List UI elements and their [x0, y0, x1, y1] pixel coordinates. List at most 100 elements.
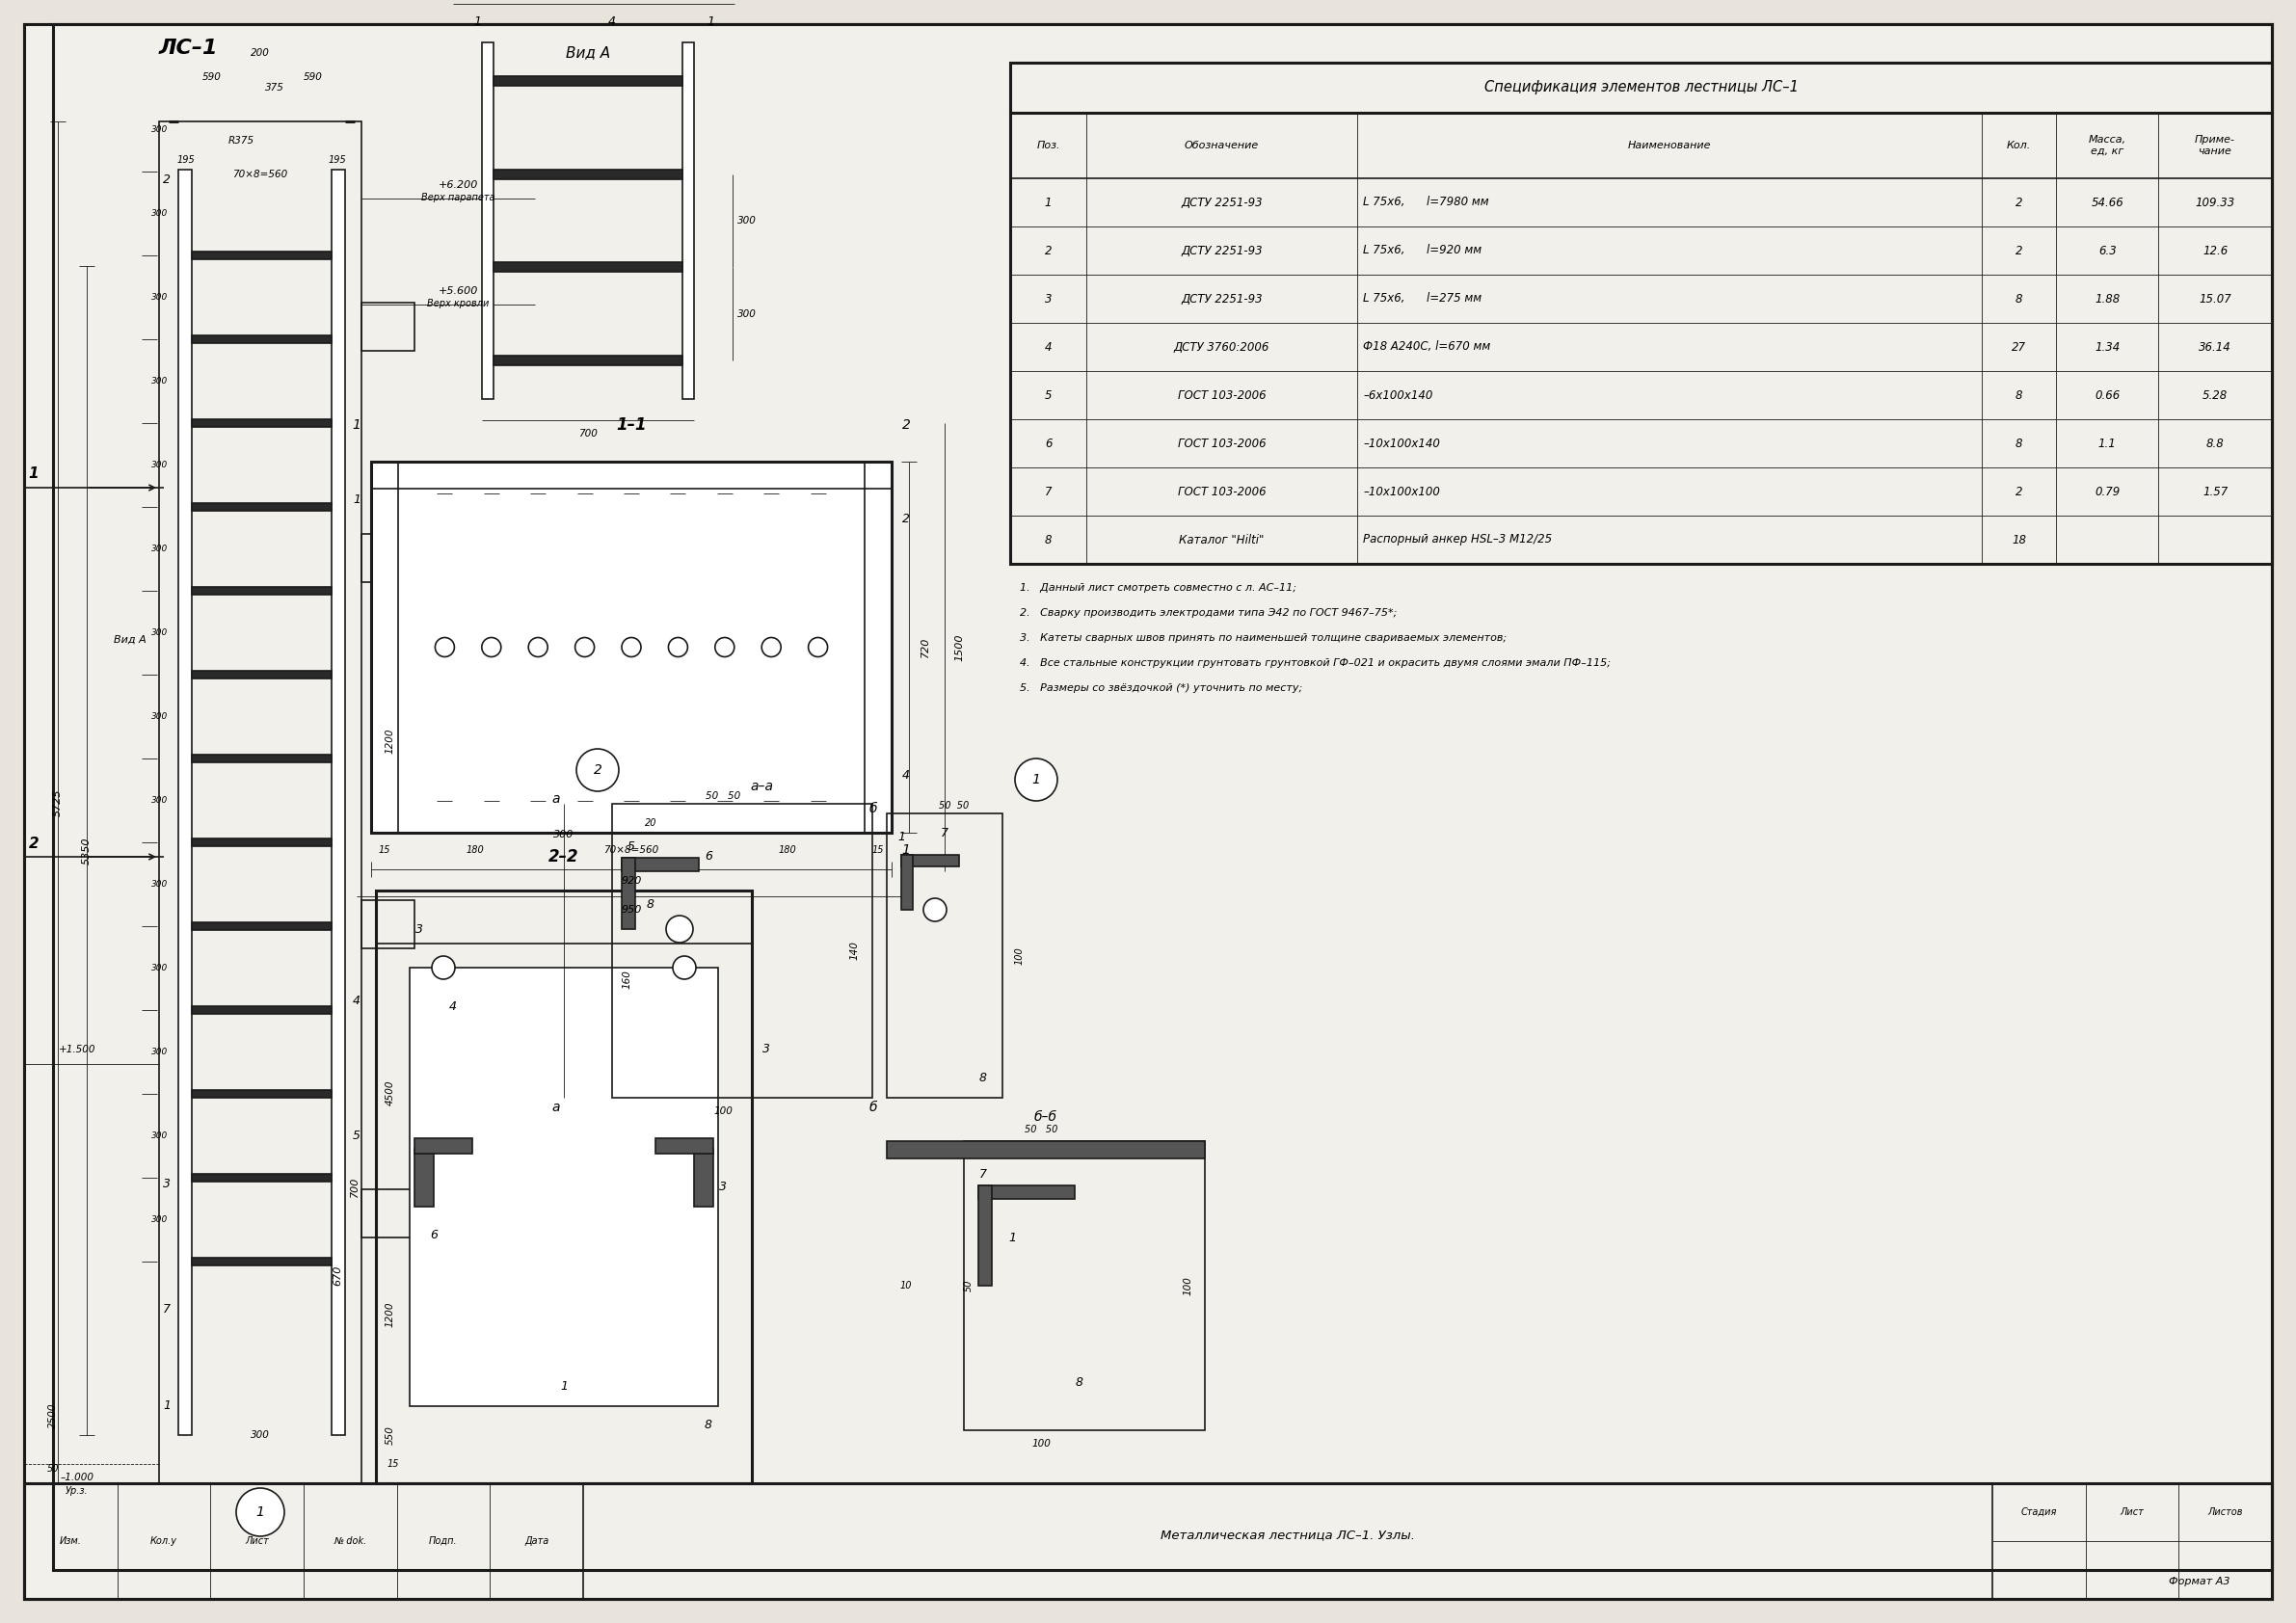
Bar	[372, 461, 891, 833]
Text: 5: 5	[354, 1130, 360, 1143]
Text: а: а	[551, 1100, 560, 1113]
Text: 8: 8	[2016, 437, 2023, 450]
Text: 300: 300	[152, 964, 168, 972]
Text: 1: 1	[163, 1401, 170, 1412]
Text: 70×8=560: 70×8=560	[232, 170, 287, 179]
Circle shape	[436, 638, 455, 657]
Bar	[377, 891, 751, 1483]
Text: 3: 3	[762, 1044, 769, 1057]
Text: Приме-
чание: Приме- чание	[2195, 135, 2236, 156]
Text: 8: 8	[980, 1073, 987, 1084]
Text: 2: 2	[1045, 245, 1052, 256]
Text: Верх кровли: Верх кровли	[427, 299, 489, 308]
Bar	[193, 336, 331, 342]
Text: б: б	[870, 802, 877, 815]
Text: 109.33: 109.33	[2195, 196, 2234, 209]
Bar	[622, 859, 698, 872]
Bar	[158, 122, 360, 1483]
Bar	[482, 42, 494, 399]
Bar	[377, 891, 751, 943]
Text: 300: 300	[152, 1216, 168, 1224]
Text: 300: 300	[152, 377, 168, 386]
Bar	[193, 252, 331, 260]
Text: 180: 180	[466, 846, 484, 855]
Text: 3.   Катеты сварных швов принять по наименьшей толщине свариваемых элементов;: 3. Катеты сварных швов принять по наимен…	[1019, 633, 1506, 643]
Text: 2500: 2500	[48, 1402, 57, 1428]
Circle shape	[432, 956, 455, 979]
Text: 5.28: 5.28	[2202, 390, 2227, 401]
Text: б: б	[870, 1100, 877, 1113]
Bar	[622, 859, 636, 928]
Text: 4: 4	[354, 995, 360, 1008]
Bar	[360, 534, 416, 583]
Text: 15: 15	[379, 846, 390, 855]
Bar	[866, 461, 891, 833]
Text: 1: 1	[902, 844, 909, 857]
Text: Наименование: Наименование	[1628, 141, 1711, 151]
Bar	[886, 1141, 1205, 1159]
Text: 2–2: 2–2	[549, 849, 579, 865]
Text: Ф18 А240С, l=670 мм: Ф18 А240С, l=670 мм	[1364, 341, 1490, 354]
Text: 8: 8	[705, 1419, 712, 1431]
Text: 670: 670	[333, 1266, 342, 1285]
Circle shape	[808, 638, 827, 657]
Text: 3: 3	[416, 923, 422, 935]
Bar	[886, 813, 1003, 1097]
Bar	[494, 263, 682, 273]
Text: 15: 15	[388, 1459, 400, 1469]
Bar	[613, 803, 872, 1097]
Text: Вид А: Вид А	[115, 635, 147, 644]
Bar	[193, 503, 331, 511]
Text: 590: 590	[202, 73, 223, 81]
Text: 195: 195	[328, 156, 347, 166]
Text: 4: 4	[450, 1000, 457, 1013]
Text: 920: 920	[620, 876, 641, 886]
Text: 50   50: 50 50	[1024, 1125, 1058, 1134]
Text: 1500: 1500	[955, 633, 964, 661]
Bar	[902, 855, 960, 867]
Bar	[613, 803, 872, 1097]
Text: 4: 4	[608, 15, 615, 28]
Circle shape	[923, 898, 946, 922]
Text: 300: 300	[152, 294, 168, 302]
Text: 1: 1	[351, 419, 360, 432]
Text: 1.57: 1.57	[2202, 485, 2227, 498]
Text: 50: 50	[46, 1464, 60, 1474]
Bar	[409, 967, 719, 1406]
Text: 3: 3	[1045, 292, 1052, 305]
Text: +6.200: +6.200	[439, 180, 478, 190]
Text: –10х100х100: –10х100х100	[1364, 485, 1440, 498]
Text: Каталог "Hilti": Каталог "Hilti"	[1180, 534, 1265, 545]
Bar	[494, 169, 682, 179]
Text: 300: 300	[152, 1047, 168, 1057]
Circle shape	[762, 638, 781, 657]
Text: 2: 2	[163, 174, 170, 185]
Bar	[978, 1185, 992, 1285]
Text: 550: 550	[386, 1425, 395, 1444]
Bar	[693, 1149, 714, 1206]
Text: 100: 100	[1031, 1440, 1052, 1449]
Text: 7: 7	[980, 1169, 987, 1182]
Text: 300: 300	[152, 545, 168, 553]
Bar	[902, 855, 914, 911]
Text: 6: 6	[429, 1229, 439, 1242]
Text: 160: 160	[622, 971, 631, 990]
Text: 590: 590	[303, 73, 324, 81]
Text: 100: 100	[1015, 946, 1024, 964]
Text: Ур.з.: Ур.з.	[67, 1487, 90, 1496]
Text: 2: 2	[592, 763, 602, 777]
Text: 4: 4	[902, 769, 909, 781]
Text: ДСТУ 2251-93: ДСТУ 2251-93	[1180, 196, 1263, 209]
Text: 1200: 1200	[386, 729, 395, 755]
Text: а: а	[551, 792, 560, 805]
Bar	[331, 170, 344, 1435]
Text: 1.   Данный лист смотреть совместно с л. АС–11;: 1. Данный лист смотреть совместно с л. А…	[1019, 583, 1297, 592]
Text: 8: 8	[1045, 534, 1052, 545]
Text: Спецификация элементов лестницы ЛС–1: Спецификация элементов лестницы ЛС–1	[1483, 81, 1798, 94]
Bar	[886, 813, 1003, 1097]
Bar	[494, 76, 682, 86]
Text: 6: 6	[705, 850, 712, 863]
Text: 2: 2	[2016, 245, 2023, 256]
Text: 8: 8	[647, 899, 654, 911]
Text: –10х100х140: –10х100х140	[1364, 437, 1440, 450]
